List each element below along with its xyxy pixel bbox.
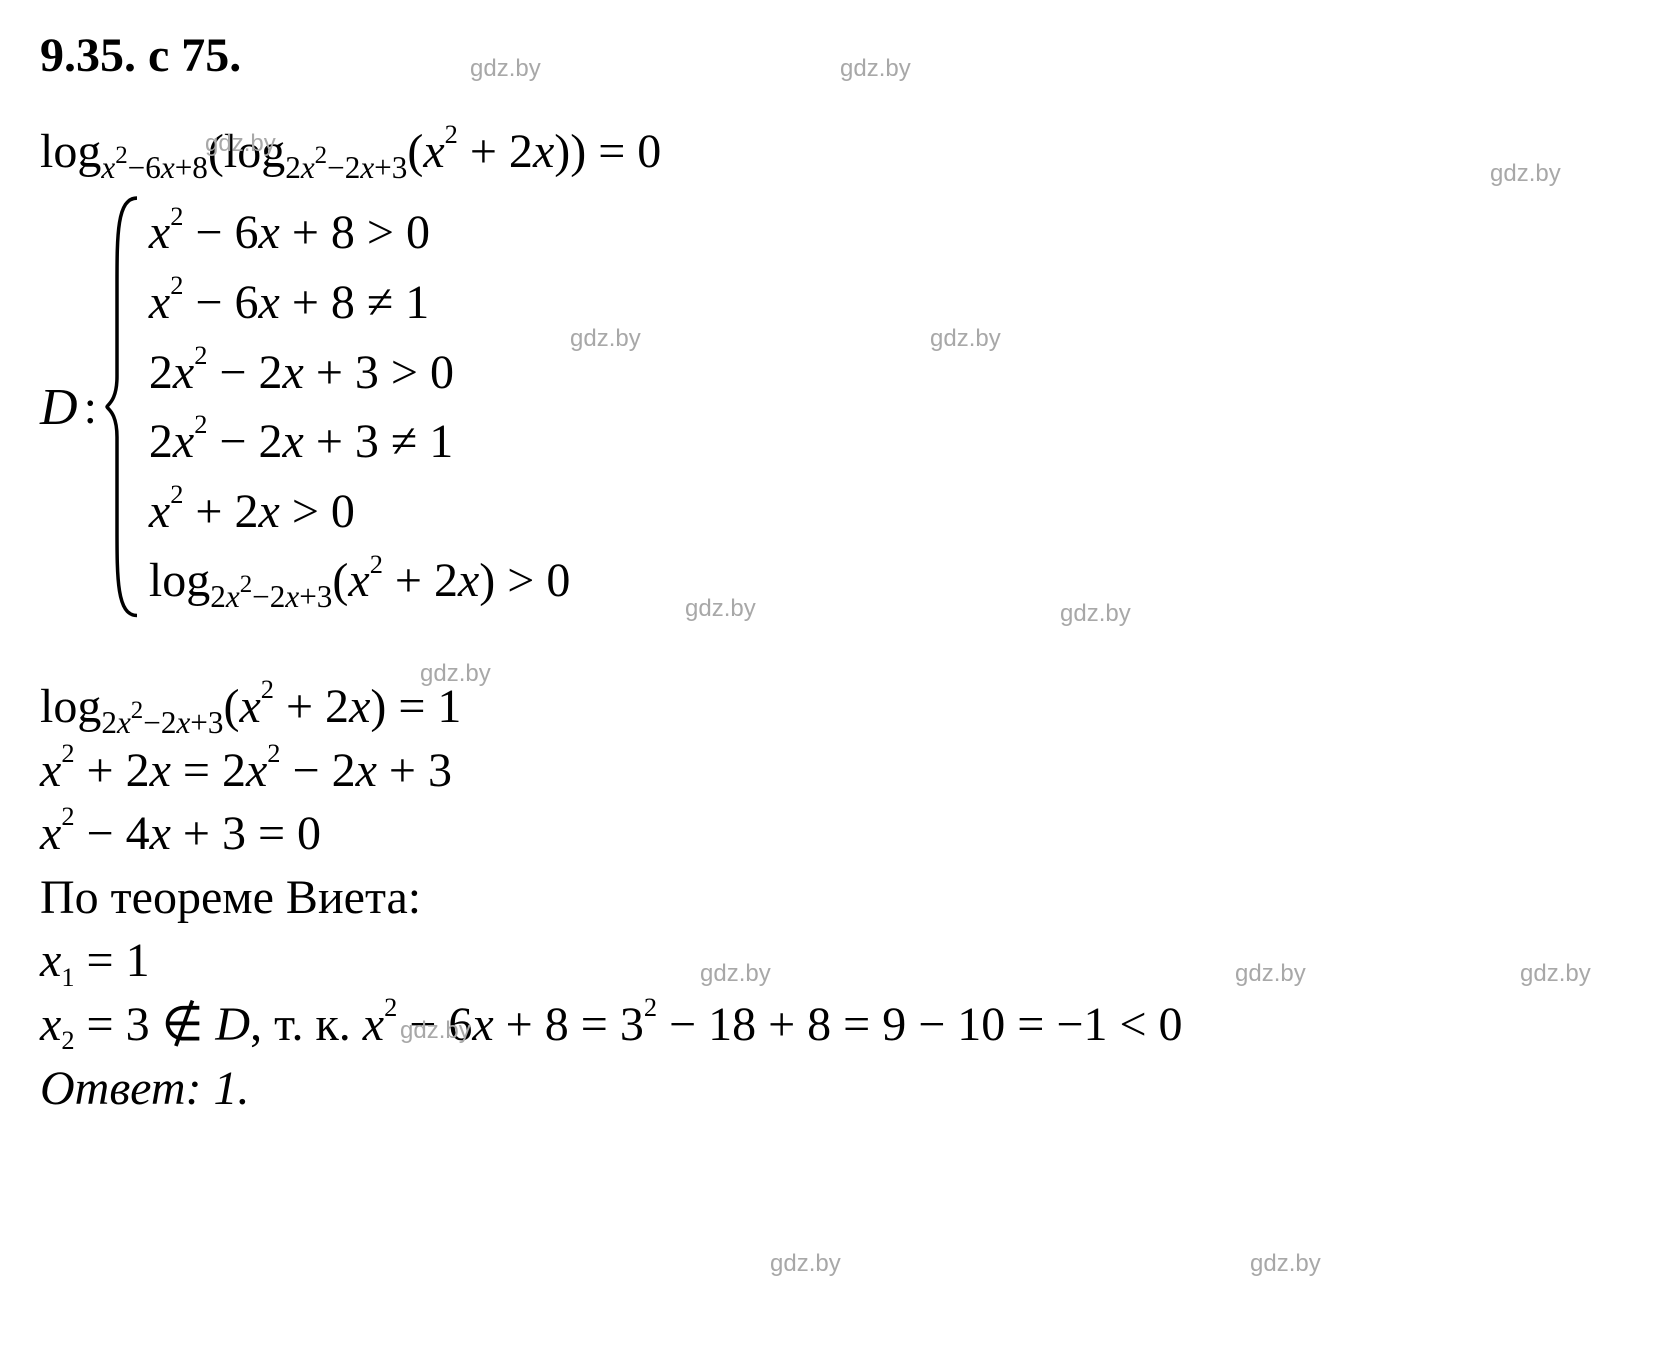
brace-left-icon — [103, 194, 143, 620]
answer-value: 1. — [213, 1062, 249, 1115]
answer-label: Ответ: — [40, 1062, 201, 1115]
problem-title: 9.35. с 75. — [40, 30, 1633, 83]
vieta-label: По теореме Виета: — [40, 869, 1633, 927]
system-line: log2x2−2x+3(x2 + 2x) > 0 — [149, 546, 570, 616]
system-lines: x2 − 6x + 8 > 0 x2 − 6x + 8 ≠ 1 2x2 − 2x… — [143, 194, 570, 620]
colon: : — [84, 380, 97, 435]
system-line: 2x2 − 2x + 3 ≠ 1 — [149, 407, 570, 477]
root-line: x1 = 1 — [40, 932, 1633, 990]
solving-step: log2x2−2x+3(x2 + 2x) = 1 — [40, 678, 1633, 736]
domain-system: D : x2 − 6x + 8 > 0 x2 − 6x + 8 ≠ 1 2x2 … — [40, 194, 1633, 620]
answer-line: Ответ: 1. — [40, 1060, 1633, 1118]
solving-step: x2 + 2x = 2x2 − 2x + 3 — [40, 742, 1633, 800]
domain-label: D — [40, 378, 78, 437]
root-line: x2 = 3 ∉ D, т. к. x2 − 6x + 8 = 32 − 18 … — [40, 996, 1633, 1054]
solving-step: x2 − 4x + 3 = 0 — [40, 805, 1633, 863]
system-line: 2x2 − 2x + 3 > 0 — [149, 338, 570, 408]
system-line: x2 − 6x + 8 ≠ 1 — [149, 268, 570, 338]
system-line: x2 − 6x + 8 > 0 — [149, 198, 570, 268]
system-line: x2 + 2x > 0 — [149, 477, 570, 547]
equation-main: logx2−6x+8(log2x2−2x+3(x2 + 2x)) = 0 — [40, 123, 1633, 181]
